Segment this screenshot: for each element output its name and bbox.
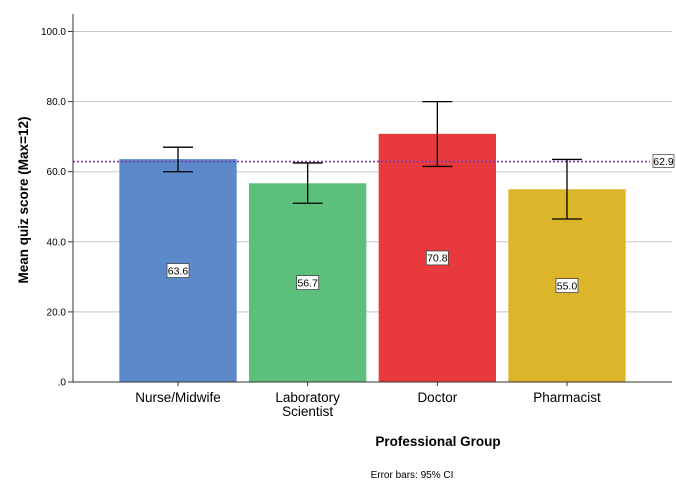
y-tick-label: 20.0 — [47, 307, 67, 318]
data-label: 56.7 — [297, 277, 318, 289]
data-label-box — [296, 275, 320, 291]
y-axis-title: Mean quiz score (Max=12) — [16, 117, 31, 284]
reference-line-group: 62.9 — [73, 154, 675, 168]
reference-line-label-box — [652, 154, 675, 168]
reference-line-label: 62.9 — [653, 156, 674, 168]
x-category-labels: Nurse/Midwife Laboratory Scientist Doctor Ph… — [135, 390, 601, 419]
error-bars-footnote: Error bars: 95% CI — [371, 470, 454, 480]
error-bars — [163, 100, 582, 220]
y-tick-label: 40.0 — [47, 237, 67, 248]
data-label-box — [555, 278, 579, 294]
y-tick-labels: .0 20.0 40.0 60.0 80.0 100.0 — [41, 27, 66, 388]
x-category-label: Nurse/Midwife — [135, 390, 221, 405]
data-label-box — [166, 263, 190, 278]
y-tick-label: .0 — [58, 378, 67, 389]
data-label: 55.0 — [557, 280, 578, 292]
data-label: 63.6 — [168, 265, 189, 277]
bars — [119, 133, 626, 382]
y-tick-label: 60.0 — [47, 167, 67, 178]
x-category-label: Doctor — [417, 390, 457, 405]
data-labels: 63.6 56.7 70.8 55.0 — [166, 250, 579, 294]
data-label: 70.8 — [427, 253, 448, 265]
x-category-label: Laboratory Scientist — [275, 390, 340, 419]
x-axis-title: Professional Group — [375, 434, 500, 449]
axes — [68, 14, 672, 386]
x-category-label: Pharmacist — [533, 390, 601, 405]
data-label-box — [425, 250, 449, 266]
y-tick-label: 80.0 — [47, 97, 67, 108]
y-tick-label: 100.0 — [41, 27, 66, 38]
